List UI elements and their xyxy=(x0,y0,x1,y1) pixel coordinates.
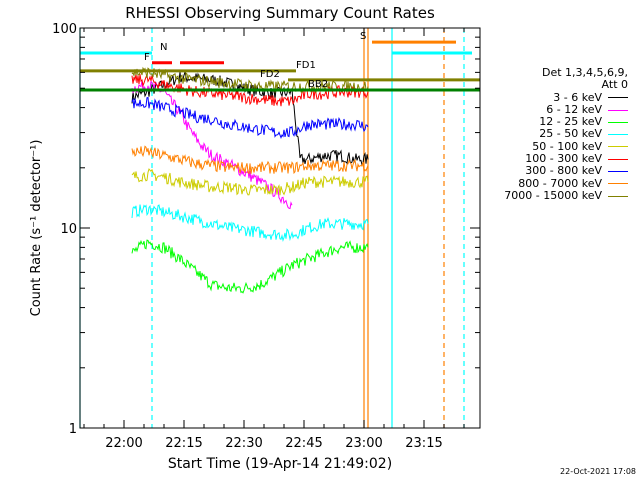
legend-header-attenuator: Att 0 xyxy=(601,78,628,92)
series-line-4 xyxy=(131,168,369,196)
legend-label: 3 - 6 keV xyxy=(553,90,602,104)
y-tick-label-0: 1 xyxy=(69,422,77,437)
series-line-7 xyxy=(131,145,369,175)
legend-swatch xyxy=(608,171,628,173)
legend-item: 300 - 800 keV xyxy=(478,165,628,177)
flag-label-2: S xyxy=(360,31,366,42)
x-tick-label-3: 22:45 xyxy=(285,436,322,451)
flag-label-7: BB2 xyxy=(308,79,328,90)
y-tick-label-2: 100 xyxy=(52,22,77,37)
axes: 22:00 22:15 22:30 22:45 23:00 23:15 1 10 100 xyxy=(52,22,480,451)
series-line-2 xyxy=(131,239,369,294)
legend-label: 7000 - 15000 keV xyxy=(504,188,602,202)
legend-swatch xyxy=(608,195,628,197)
legend-item: 6 - 12 keV xyxy=(478,102,628,116)
legend-item: 7000 - 15000 keV xyxy=(478,188,628,202)
x-tick-label-5: 23:15 xyxy=(405,436,442,451)
legend-label: 12 - 25 keV xyxy=(539,115,602,129)
series-line-6 xyxy=(131,97,369,139)
y-tick-label-1: 10 xyxy=(60,222,77,237)
legend-swatch xyxy=(608,183,628,185)
legend-swatch xyxy=(608,134,628,136)
flag-label-0: N xyxy=(160,42,167,53)
flag-label-6: FD2 xyxy=(260,69,280,80)
legend-swatch xyxy=(608,158,628,160)
x-tick-label-1: 22:15 xyxy=(165,436,202,451)
flag-label-5: FD1 xyxy=(296,60,316,71)
legend-item: 3 - 6 keV xyxy=(478,90,628,104)
x-tick-label-2: 22:30 xyxy=(225,436,262,451)
y-axis-label: Count Rate (s⁻¹ detector⁻¹) xyxy=(29,140,44,317)
series-line-3 xyxy=(131,204,369,242)
legend-label: 6 - 12 keV xyxy=(546,102,602,116)
chart-title: RHESSI Observing Summary Count Rates xyxy=(125,4,435,22)
plot-area: N S F FD1 FD2 BB2 xyxy=(79,28,480,428)
legend-item: 100 - 300 keV xyxy=(478,152,628,166)
legend-swatch xyxy=(608,97,628,99)
x-axis-label: Start Time (19-Apr-14 21:49:02) xyxy=(168,456,392,472)
legend-label: 100 - 300 keV xyxy=(525,152,602,166)
legend-header-detectors: Det 1,3,4,5,6,9, xyxy=(541,66,628,79)
x-tick-label-4: 23:00 xyxy=(345,436,382,451)
legend-item: 25 - 50 keV xyxy=(478,128,628,140)
legend: Det 1,3,4,5,6,9, Att 0 3 - 6 keV 6 - 12 k… xyxy=(478,66,628,202)
legend-swatch xyxy=(608,146,628,148)
legend-label: 25 - 50 keV xyxy=(539,127,602,141)
legend-swatch xyxy=(608,109,628,111)
legend-label: 800 - 7000 keV xyxy=(518,176,602,190)
legend-item: 12 - 25 keV xyxy=(478,115,628,129)
x-tick-label-0: 22:00 xyxy=(105,436,142,451)
generated-timestamp: 22-Oct-2021 17:08 xyxy=(560,467,636,476)
legend-item: 50 - 100 keV xyxy=(478,139,628,153)
series-line-8 xyxy=(131,66,369,94)
legend-label: 300 - 800 keV xyxy=(525,164,602,178)
series-line-0 xyxy=(131,70,369,167)
legend-label: 50 - 100 keV xyxy=(532,139,602,153)
flag-label-3: F xyxy=(144,52,150,63)
legend-item: 800 - 7000 keV xyxy=(478,176,628,190)
legend-swatch xyxy=(608,121,628,123)
